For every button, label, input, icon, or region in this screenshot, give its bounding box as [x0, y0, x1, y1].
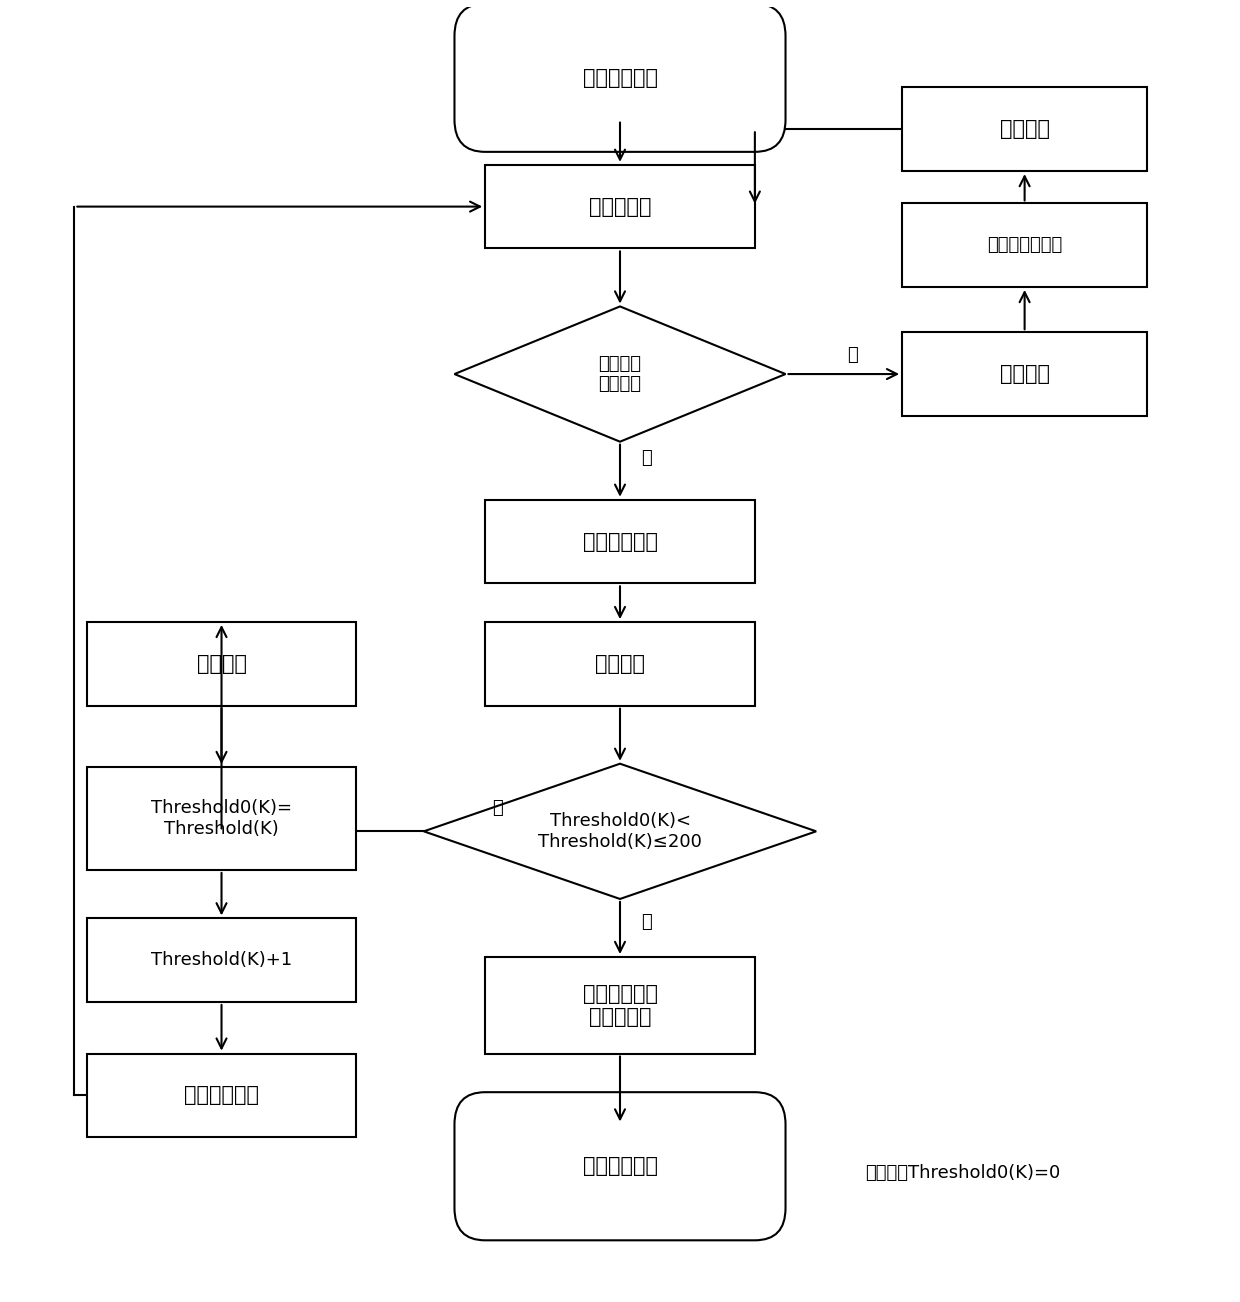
- Text: Threshold0(K)=
Threshold(K): Threshold0(K)= Threshold(K): [151, 799, 291, 838]
- Text: 关闭开关: 关闭开关: [999, 365, 1049, 384]
- Text: Threshold(K)+1: Threshold(K)+1: [151, 952, 293, 969]
- Text: 分割结果保存
种子点保存: 分割结果保存 种子点保存: [583, 983, 657, 1027]
- Bar: [87, 622, 356, 706]
- Text: 缺口封堵
开关打开: 缺口封堵 开关打开: [599, 354, 641, 393]
- Text: 其他参数调整: 其他参数调整: [184, 1086, 259, 1105]
- Bar: [485, 957, 755, 1053]
- Text: 否: 否: [641, 913, 652, 931]
- Text: 泄漏检测: 泄漏检测: [595, 654, 645, 674]
- Bar: [485, 165, 755, 249]
- Bar: [901, 203, 1147, 288]
- Bar: [485, 622, 755, 706]
- Text: 区域内分割: 区域内分割: [589, 197, 651, 216]
- Polygon shape: [424, 764, 816, 898]
- Bar: [901, 332, 1147, 415]
- Bar: [901, 87, 1147, 171]
- Bar: [87, 767, 356, 870]
- FancyBboxPatch shape: [455, 4, 785, 152]
- Text: 区域分割结束: 区域分割结束: [583, 1156, 657, 1176]
- Text: Threshold0(K)<
Threshold(K)≤200: Threshold0(K)< Threshold(K)≤200: [538, 812, 702, 850]
- FancyBboxPatch shape: [455, 1092, 785, 1241]
- Text: 打开开关: 打开开关: [196, 654, 247, 674]
- Text: 是: 是: [492, 799, 502, 818]
- Text: 是: 是: [848, 346, 858, 363]
- Bar: [87, 918, 356, 1003]
- Bar: [87, 1053, 356, 1137]
- Bar: [485, 500, 755, 583]
- Text: 分割结果修饰: 分割结果修饰: [583, 531, 657, 552]
- Text: 参数调整: 参数调整: [999, 120, 1049, 139]
- Text: 注：初始Threshold0(K)=0: 注：初始Threshold0(K)=0: [866, 1164, 1060, 1182]
- Text: 区域分割开始: 区域分割开始: [583, 68, 657, 87]
- Text: 否: 否: [641, 449, 652, 467]
- Text: 气管壁缺口封堵: 气管壁缺口封堵: [987, 236, 1063, 254]
- Polygon shape: [455, 306, 785, 441]
